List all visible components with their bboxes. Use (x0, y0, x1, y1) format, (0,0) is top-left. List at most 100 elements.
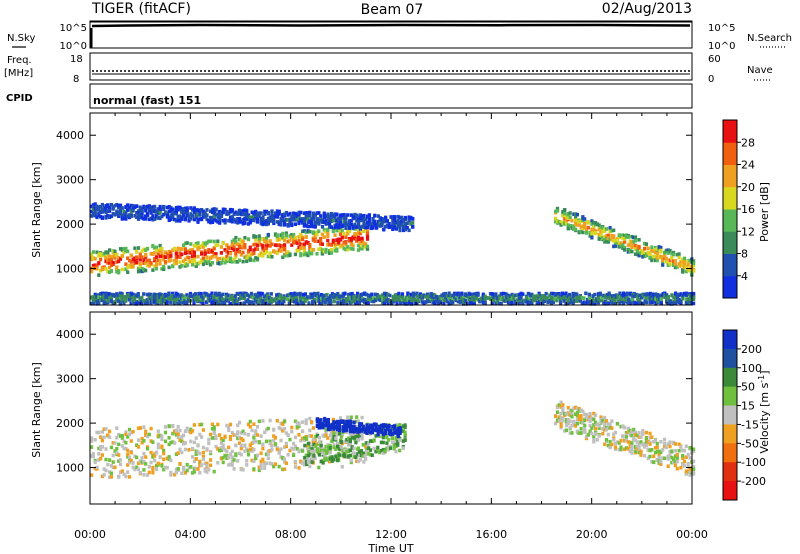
echo-cell (192, 301, 196, 305)
echo-cell (212, 246, 216, 250)
echo-cell (198, 459, 202, 464)
echo-cell (367, 219, 371, 224)
echo-cell (571, 301, 575, 305)
echo-cell (95, 297, 99, 302)
echo-cell (451, 297, 455, 302)
echo-cell (397, 291, 401, 296)
echo-cell (310, 434, 314, 438)
echo-cell (198, 470, 202, 475)
echo-cell (275, 301, 279, 306)
echo-cell (356, 243, 361, 248)
echo-cell (575, 298, 579, 303)
echo-cell (302, 462, 306, 467)
echo-cell (635, 440, 639, 444)
echo-cell (526, 298, 530, 302)
echo-cell (372, 446, 376, 451)
echo-cell (197, 292, 201, 296)
echo-cell (181, 300, 185, 304)
echo-cell (284, 251, 288, 256)
echo-cell (630, 297, 635, 302)
echo-cell (583, 430, 587, 434)
echo-cell (147, 208, 151, 213)
echo-cell (404, 302, 408, 306)
echo-cell (574, 227, 578, 232)
echo-cell (263, 219, 267, 224)
echo-cell (391, 432, 395, 436)
echo-cell (564, 411, 569, 416)
echo-cell (90, 445, 94, 449)
echo-cell (666, 248, 670, 252)
echo-cell (264, 236, 269, 240)
echo-cell (265, 222, 269, 227)
echo-cell (524, 300, 529, 304)
echo-cell (212, 469, 216, 474)
echo-cell (310, 444, 314, 449)
echo-cell (341, 427, 345, 432)
echo-cell (526, 302, 530, 306)
echo-cell (398, 225, 402, 230)
echo-cell (174, 428, 178, 433)
echo-cell (650, 448, 654, 452)
echo-cell (248, 447, 252, 452)
echo-cell (219, 441, 223, 445)
echo-cell (264, 250, 269, 254)
echo-cell (267, 299, 272, 304)
echo-cell (370, 453, 374, 457)
echo-cell (626, 250, 630, 254)
echo-cell (109, 295, 113, 299)
echo-cell (144, 248, 148, 252)
echo-cell (127, 215, 132, 220)
echo-cell (118, 247, 123, 251)
echo-cell (129, 260, 133, 264)
echo-cell (623, 438, 627, 443)
echo-cell (311, 237, 315, 242)
echo-cell (560, 291, 564, 296)
echo-cell (413, 299, 417, 304)
echo-cell (102, 300, 106, 304)
echo-cell (372, 296, 376, 300)
echo-cell (476, 293, 480, 297)
echo-cell (400, 223, 404, 227)
echo-cell (154, 245, 159, 250)
echo-cell (143, 301, 148, 306)
echo-cell (579, 431, 583, 435)
echo-cell (183, 441, 187, 445)
echo-cell (447, 291, 451, 296)
echo-cell (239, 291, 243, 296)
echo-cell (648, 297, 653, 302)
echo-cell (171, 248, 175, 252)
echo-cell (302, 301, 306, 305)
echo-cell (124, 211, 128, 216)
echo-cell (343, 452, 347, 457)
echo-cell (559, 411, 563, 416)
echo-cell (259, 466, 263, 471)
echo-cell (323, 419, 327, 423)
echo-cell (97, 301, 101, 306)
echo-cell (335, 228, 339, 233)
echo-cell (621, 424, 625, 429)
echo-cell (232, 433, 236, 437)
echo-cell (129, 458, 133, 463)
echo-cell (343, 454, 347, 458)
echo-cell (344, 226, 348, 230)
echo-cell (345, 422, 349, 427)
echo-cell (688, 293, 692, 298)
echo-cell (250, 215, 254, 220)
echo-cell (299, 210, 303, 215)
echo-cell (566, 421, 570, 426)
echo-cell (603, 302, 608, 306)
echo-cell (264, 239, 269, 244)
echo-cell (127, 297, 131, 302)
echo-cell (451, 293, 455, 298)
echo-cell (386, 292, 390, 297)
echo-cell (221, 300, 225, 304)
echo-cell (632, 427, 636, 432)
echo-cell (108, 214, 112, 218)
echo-cell (236, 436, 240, 441)
echo-cell (151, 454, 155, 458)
echo-cell (337, 432, 342, 436)
echo-cell (178, 260, 182, 264)
echo-cell (368, 439, 373, 443)
echo-cell (303, 436, 307, 440)
echo-cell (356, 291, 360, 296)
